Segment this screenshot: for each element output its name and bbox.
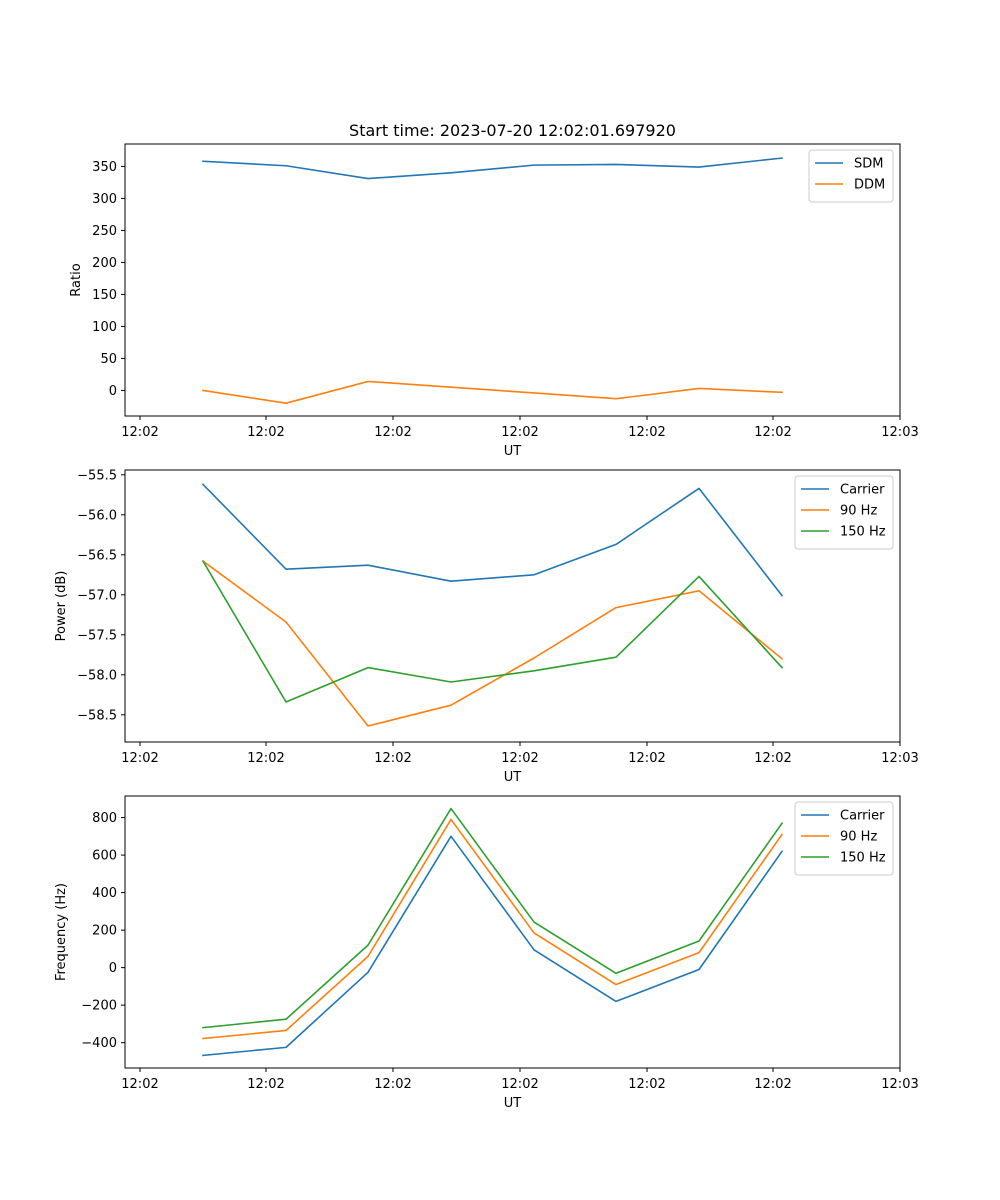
subplot-0-axes-frame <box>124 143 901 417</box>
subplot-2-x-tick-label-0: 12:02 <box>121 1077 158 1092</box>
subplot-0-x-tick-label-2: 12:02 <box>374 425 411 440</box>
subplot-2-y-tick-label-4: 400 <box>92 886 117 901</box>
subplot-1-series-line-0 <box>201 483 784 597</box>
chart-title: Start time: 2023-07-20 12:02:01.697920 <box>349 121 676 140</box>
subplot-1-y-tick-label-4: −56.5 <box>77 548 117 563</box>
subplot-1-legend-label-1: 90 Hz <box>840 504 877 519</box>
subplot-1-x-tick-label-4: 12:02 <box>628 751 665 766</box>
plots-container: 12:02 12:02 12:02 12:02 12:02 12:02 12:03 0 50 10… <box>54 143 919 1111</box>
subplot-1-x-axis-label: UT <box>504 770 522 785</box>
subplot-2-legend-label-2: 150 Hz <box>840 851 886 866</box>
subplot-1-x-tick-label-6: 12:03 <box>881 751 918 766</box>
subplot-1-y-tick-label-1: −58.0 <box>77 668 117 683</box>
subplot-2-series-line-2 <box>202 807 784 1029</box>
subplot-1-y-tick-label-0: −58.5 <box>77 708 117 723</box>
subplot-2-x-tick-label-2: 12:02 <box>374 1077 411 1092</box>
subplot-0-x-tick-label-3: 12:02 <box>501 425 538 440</box>
subplot-2-y-tick-label-1: −200 <box>81 999 117 1014</box>
subplot-1-group: 12:02 12:02 12:02 12:02 12:02 12:02 12:03 −58.5… <box>54 468 919 785</box>
subplot-2-x-tick-label-3: 12:02 <box>501 1077 538 1092</box>
subplot-0-y-tick-label-1: 50 <box>100 352 117 367</box>
subplot-0-x-tick-label-6: 12:03 <box>881 425 918 440</box>
subplot-2-y-tick-label-0: −400 <box>81 1036 117 1051</box>
subplot-2-axes-frame <box>124 795 901 1069</box>
subplot-0-y-tick-label-4: 200 <box>92 256 117 271</box>
subplot-2-y-tick-label-6: 800 <box>92 811 117 826</box>
subplot-0-x-tick-label-0: 12:02 <box>121 425 158 440</box>
subplot-1-series-line-2 <box>201 560 784 703</box>
subplot-1-legend-label-2: 150 Hz <box>840 525 886 540</box>
subplot-2-y-tick-label-5: 600 <box>92 849 117 864</box>
subplot-2-y-tick-label-2: 0 <box>109 961 117 976</box>
subplot-0-y-tick-label-0: 0 <box>109 384 117 399</box>
subplot-0-x-tick-label-4: 12:02 <box>628 425 665 440</box>
subplot-2-y-axis-label: Frequency (Hz) <box>54 883 69 981</box>
subplot-2-group: 12:02 12:02 12:02 12:02 12:02 12:02 12:03 −400 −… <box>54 795 919 1111</box>
subplot-1-y-axis-label: Power (dB) <box>54 571 69 642</box>
subplot-1-series-line-1 <box>201 560 784 727</box>
subplot-1-y-tick-label-6: −55.5 <box>77 468 117 483</box>
subplot-0-x-axis-label: UT <box>504 444 522 459</box>
subplot-2-series-line-1 <box>202 818 784 1040</box>
subplot-0-y-tick-label-3: 150 <box>92 288 117 303</box>
subplot-1-y-tick-label-3: −57.0 <box>77 588 117 603</box>
subplot-0-y-tick-label-5: 250 <box>92 224 117 239</box>
subplot-2-x-tick-label-4: 12:02 <box>628 1077 665 1092</box>
subplot-0-x-tick-label-5: 12:02 <box>754 425 791 440</box>
subplot-2-x-axis-label: UT <box>504 1096 522 1111</box>
subplot-0-legend-label-1: DDM <box>854 178 885 193</box>
subplot-0-y-tick-label-7: 350 <box>92 160 117 175</box>
subplot-1-y-tick-label-2: −57.5 <box>77 628 117 643</box>
subplot-0-y-tick-label-2: 100 <box>92 320 117 335</box>
subplot-2-x-tick-label-1: 12:02 <box>247 1077 284 1092</box>
subplot-1-x-tick-label-3: 12:02 <box>501 751 538 766</box>
subplot-1-x-tick-label-0: 12:02 <box>121 751 158 766</box>
subplot-0-series-line-0 <box>202 157 783 180</box>
subplot-1-axes-frame <box>124 469 901 743</box>
subplot-2-y-tick-label-3: 200 <box>92 924 117 939</box>
subplot-2-series-line-0 <box>202 835 784 1057</box>
subplot-0-series-line-1 <box>202 380 783 405</box>
subplot-1-y-tick-label-5: −56.0 <box>77 508 117 523</box>
subplot-0-group: 12:02 12:02 12:02 12:02 12:02 12:02 12:03 0 50 10… <box>69 143 919 459</box>
subplot-2-x-tick-label-5: 12:02 <box>754 1077 791 1092</box>
subplot-1-x-tick-label-5: 12:02 <box>754 751 791 766</box>
subplot-0-y-axis-label: Ratio <box>69 263 84 296</box>
subplot-2-legend-label-1: 90 Hz <box>840 830 877 845</box>
subplot-0-legend-label-0: SDM <box>854 157 883 172</box>
subplot-0-x-tick-label-1: 12:02 <box>247 425 284 440</box>
subplot-1-x-tick-label-1: 12:02 <box>247 751 284 766</box>
subplot-1-legend-label-0: Carrier <box>840 483 885 498</box>
subplot-2-legend-label-0: Carrier <box>840 809 885 824</box>
subplot-2-x-tick-label-6: 12:03 <box>881 1077 918 1092</box>
subplot-0-y-tick-label-6: 300 <box>92 192 117 207</box>
subplot-1-x-tick-label-2: 12:02 <box>374 751 411 766</box>
